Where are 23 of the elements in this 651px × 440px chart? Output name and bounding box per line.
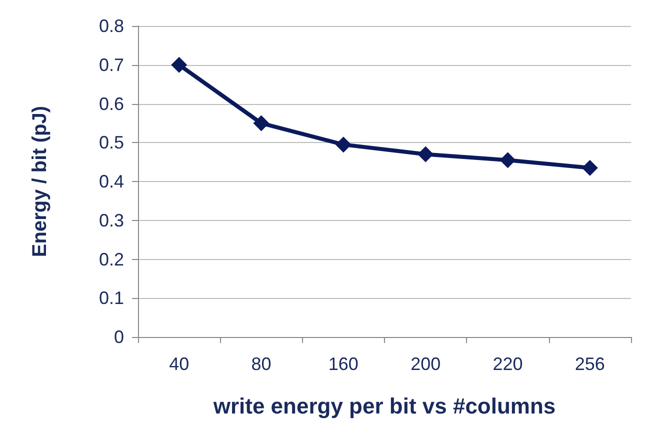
point [582,160,598,176]
point [500,152,516,168]
y-tick-label: 0.1 [98,288,124,308]
point [171,56,188,73]
point [418,146,434,162]
y-axis-title: Energy / bit (pJ) [29,106,51,258]
x-tick-label: 256 [574,354,605,374]
x-tick-label: 40 [169,354,190,374]
y-tick-label: 0.8 [98,16,124,36]
y-tick-label: 0.7 [98,54,124,75]
x-tick-label: 200 [410,354,441,374]
x-tick-label: 80 [251,354,272,374]
y-tick-label: 0 [114,327,124,347]
y-tick-label: 0.3 [98,210,124,230]
point [253,115,270,132]
point [335,136,352,153]
x-tick-label: 220 [492,354,523,374]
y-tick-label: 0.4 [98,172,124,192]
x-tick-label: 160 [328,354,358,374]
y-tick-label: 0.2 [98,249,124,270]
y-tick-label: 0.5 [98,132,124,153]
x-axis-title: write energy per bit vs #columns [212,394,556,418]
y-tick-label: 0.6 [98,94,124,114]
